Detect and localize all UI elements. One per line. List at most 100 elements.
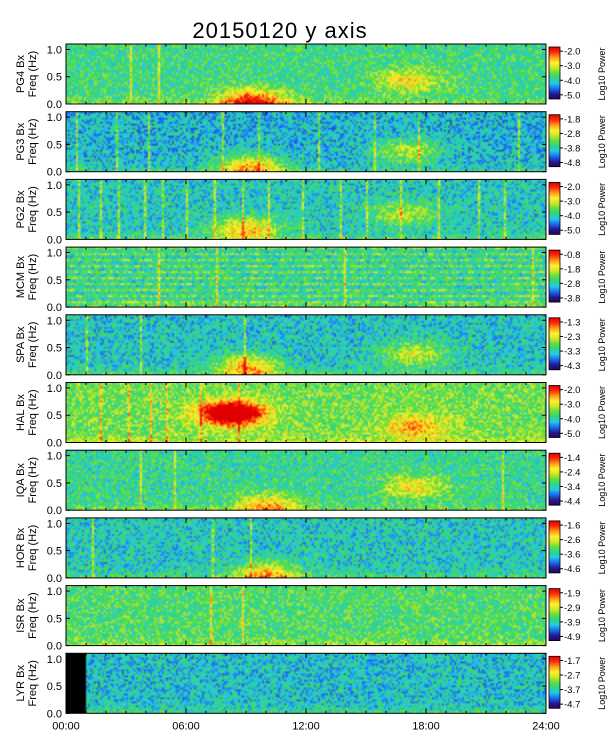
y-axis-label: Freq (Hz) (27, 51, 39, 97)
colorbar-tick-label: -1.8 (564, 264, 580, 275)
colorbar (548, 655, 561, 709)
colorbar-tick-label: -3.7 (564, 685, 580, 696)
colorbar-tick-label: -4.3 (564, 361, 580, 372)
y-tick-label: 0.0 (47, 370, 62, 382)
colorbar (548, 181, 561, 235)
colorbar-tick-label: -2.6 (564, 535, 580, 546)
colorbar-label: Log10 Power (597, 251, 607, 304)
panel-hal: 0.0 0.5 1.0 HAL Bx Freq (Hz) -2.0 -3.0 -4.0 -5.0… (15, 382, 607, 450)
colorbar-label: Log10 Power (597, 521, 607, 574)
colorbar-tick-label: -1.9 (564, 588, 580, 599)
y-tick-label: 0.5 (47, 275, 62, 287)
y-axis-label: PG3 Bx (15, 122, 27, 160)
y-tick-label: 0.5 (47, 343, 62, 355)
y-tick-label: 0.0 (47, 438, 62, 450)
y-axis-label: SPA Bx (15, 326, 27, 363)
y-tick-label: 1.0 (47, 112, 62, 124)
spectrogram-hor (66, 517, 546, 578)
colorbar-tick-label: -1.7 (564, 656, 580, 667)
colorbar-tick-label: -2.9 (564, 603, 580, 614)
colorbar-label: Log10 Power (597, 115, 607, 168)
y-axis-label: Freq (Hz) (27, 525, 39, 571)
y-tick-label: 1.0 (47, 44, 62, 56)
colorbar (548, 385, 561, 438)
panel-pg3: 0.0 0.5 1.0 PG3 Bx Freq (Hz) -1.8 -2.8 -3.8 -4.8… (15, 111, 607, 179)
y-axis-label: Freq (Hz) (27, 254, 39, 300)
y-tick-label: 0.5 (47, 72, 62, 84)
y-axis-label: Freq (Hz) (27, 660, 39, 706)
panel-pg2: 0.0 0.5 1.0 PG2 Bx Freq (Hz) -2.0 -3.0 -4.0 -5.0… (15, 178, 607, 246)
y-axis-label: LYR Bx (15, 665, 27, 702)
y-tick-label: 1.0 (47, 518, 62, 530)
y-axis-label: HAL Bx (15, 394, 27, 431)
y-axis-label: PG4 Bx (15, 55, 27, 93)
y-tick-label: 1.0 (47, 654, 62, 666)
colorbar-label: Log10 Power (597, 47, 607, 100)
y-axis-label: ISR Bx (15, 598, 27, 633)
spectrogram-isr (66, 585, 546, 646)
y-tick-label: 1.0 (47, 451, 62, 463)
colorbar-tick-label: -1.8 (564, 114, 580, 125)
x-tick-label: 06:00 (172, 720, 200, 732)
colorbar-tick-label: -2.8 (564, 129, 580, 140)
y-axis-label: Freq (Hz) (27, 457, 39, 503)
y-axis-label: Freq (Hz) (27, 118, 39, 164)
colorbar-tick-label: -1.6 (564, 521, 580, 532)
spectrogram-pg2 (66, 179, 546, 240)
panel-spa: 0.0 0.5 1.0 SPA Bx Freq (Hz) -1.3 -2.3 -3.3 -4.3… (15, 314, 607, 382)
spectrogram-hal (66, 382, 546, 443)
y-axis-label: IQA Bx (15, 463, 27, 498)
y-axis-label: Freq (Hz) (27, 592, 39, 638)
colorbar-tick-label: -0.8 (564, 250, 580, 261)
x-tick-label: 00:00 (52, 720, 80, 732)
colorbar (548, 520, 561, 574)
y-axis-label: Freq (Hz) (27, 389, 39, 435)
colorbar-tick-label: -2.3 (564, 332, 580, 343)
colorbar-tick-label: -4.0 (564, 76, 580, 87)
y-axis-label: PG2 Bx (15, 190, 27, 228)
colorbar-tick-label: -2.0 (564, 385, 580, 396)
chart-title: 20150120 y axis (192, 18, 368, 43)
colorbar-tick-label: -4.6 (564, 564, 580, 575)
y-tick-label: 0.5 (47, 546, 62, 558)
spectrogram-iqa (66, 450, 546, 511)
y-tick-label: 1.0 (47, 248, 62, 260)
colorbar-tick-label: -5.0 (564, 90, 580, 101)
colorbar-tick-label: -4.4 (564, 497, 580, 508)
colorbar-tick-label: -2.7 (564, 671, 580, 682)
colorbar-tick-label: -3.0 (564, 61, 580, 72)
colorbar-tick-label: -3.0 (564, 197, 580, 208)
colorbar-label: Log10 Power (597, 318, 607, 371)
y-tick-label: 0.0 (47, 99, 62, 111)
colorbar-tick-label: -3.6 (564, 550, 580, 561)
y-tick-label: 0.0 (47, 573, 62, 585)
colorbar-tick-label: -3.8 (564, 293, 580, 304)
spectrogram-mcm (66, 247, 546, 308)
colorbar-tick-label: -4.9 (564, 632, 580, 643)
colorbar (548, 588, 561, 641)
panel-isr: 0.0 0.5 1.0 ISR Bx Freq (Hz) -1.9 -2.9 -3.9 -4.9… (15, 585, 607, 653)
x-tick-label: 12:00 (292, 720, 320, 732)
y-tick-label: 0.0 (47, 167, 62, 179)
colorbar-tick-label: -5.0 (564, 429, 580, 440)
y-tick-label: 0.5 (47, 207, 62, 219)
y-tick-label: 0.5 (47, 410, 62, 422)
panel-hor: 0.0 0.5 1.0 HOR Bx Freq (Hz) -1.6 -2.6 -3.6 -4.6… (15, 517, 607, 585)
spectrogram-spa (66, 314, 546, 375)
colorbar-label: Log10 Power (597, 454, 607, 507)
colorbar-tick-label: -3.3 (564, 347, 580, 358)
colorbar-tick-label: -3.9 (564, 617, 580, 628)
colorbar-tick-label: -1.4 (564, 453, 580, 464)
panel-iqa: 0.0 0.5 1.0 IQA Bx Freq (Hz) -1.4 -2.4 -3.4 -4.4… (15, 449, 607, 517)
colorbar-tick-label: -2.0 (564, 182, 580, 193)
spectrogram-pg4 (66, 44, 546, 104)
colorbar-tick-label: -2.8 (564, 279, 580, 290)
colorbar (548, 46, 561, 100)
y-axis-label: Freq (Hz) (27, 186, 39, 232)
colorbar-tick-label: -4.8 (564, 158, 580, 169)
y-tick-label: 0.0 (47, 708, 62, 720)
colorbar-tick-label: -1.3 (564, 317, 580, 328)
y-axis-label: HOR Bx (15, 527, 27, 568)
colorbar-tick-label: -3.0 (564, 400, 580, 411)
panel-mcm: 0.0 0.5 1.0 MCM Bx Freq (Hz) -0.8 -1.8 -2.8 -3.8… (15, 246, 607, 314)
